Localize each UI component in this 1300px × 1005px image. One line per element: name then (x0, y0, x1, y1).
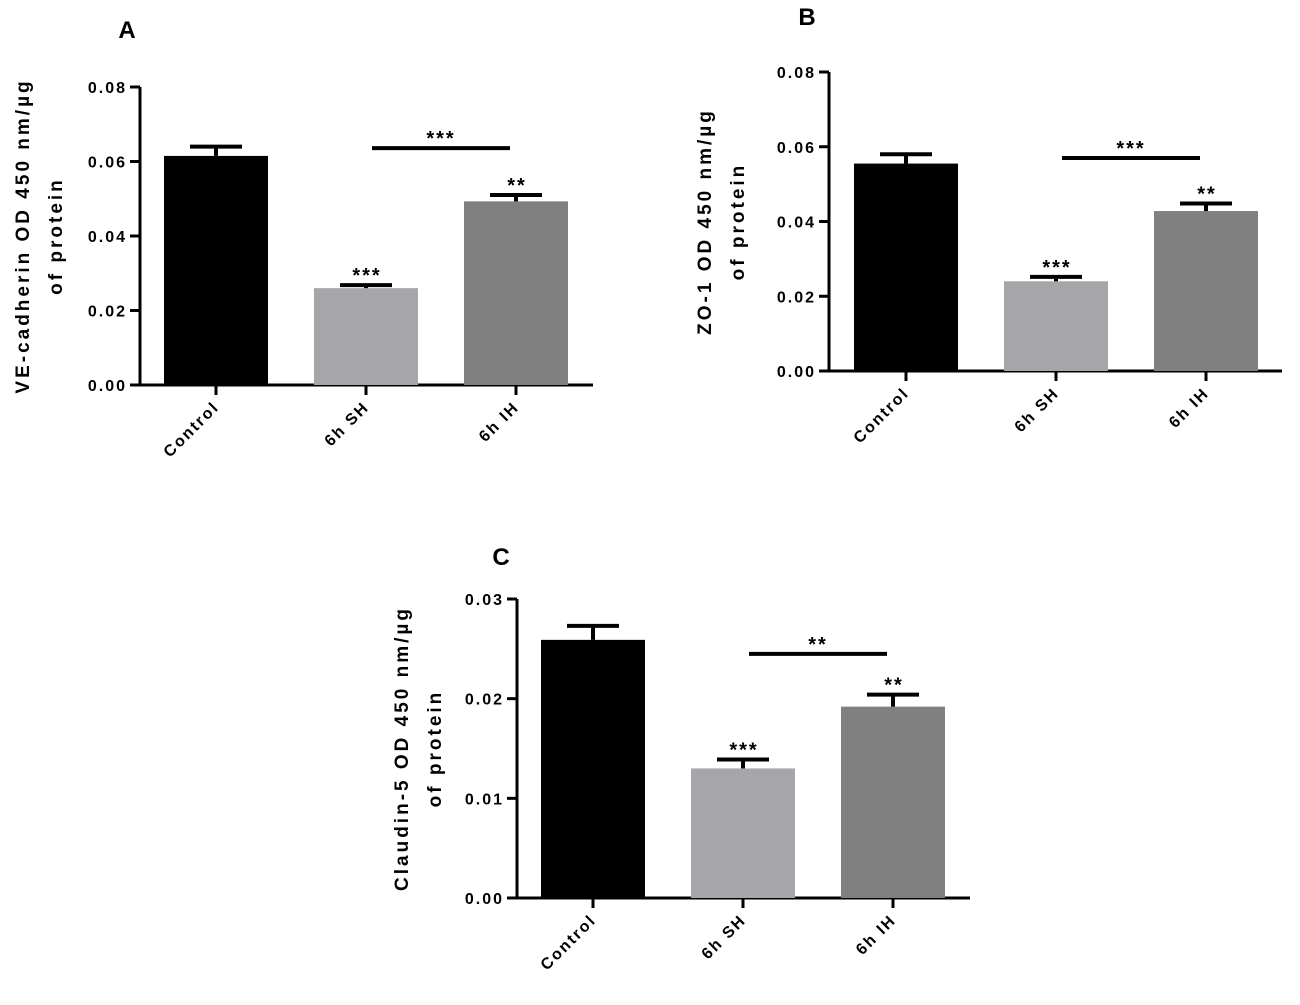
bar (541, 639, 645, 898)
bar (1154, 211, 1258, 371)
x-category-label: 6h IH (1166, 385, 1213, 432)
y-axis-label-line: of protein (425, 690, 446, 808)
y-tick-label: 0.04 (88, 229, 127, 246)
y-tick-label: 0.00 (777, 364, 816, 381)
bar (854, 163, 958, 371)
significance-label: *** (1042, 257, 1071, 279)
y-tick-label: 0.03 (465, 592, 504, 609)
significance-label: *** (729, 739, 758, 761)
significance-label: *** (352, 265, 381, 287)
x-category-label: 6h IH (853, 912, 900, 959)
y-axis-label-line: of protein (728, 163, 749, 281)
y-tick-label: 0.08 (777, 65, 816, 82)
y-tick-label: 0.02 (88, 304, 127, 321)
x-category-label: Control (851, 385, 913, 447)
comparison-label: ** (808, 634, 828, 656)
x-category-label: 6h SH (322, 399, 373, 450)
y-axis-label-line: ZO-1 OD 450 nm/µg (695, 108, 716, 335)
bar (314, 288, 418, 385)
y-tick-label: 0.00 (88, 378, 127, 395)
y-tick-label: 0.02 (465, 692, 504, 709)
significance-label: ** (1197, 184, 1217, 206)
significance-label: ** (507, 175, 527, 197)
panel-letter: C (492, 544, 509, 571)
chart-panel-a: A 0.00 0.02 0.04 0.06 0.08 VE-cadherin OD 450 … (13, 17, 593, 461)
bar (464, 201, 568, 385)
y-tick-label: 0.08 (88, 80, 127, 97)
comparison-label: *** (426, 128, 455, 150)
x-category-label: Control (538, 912, 600, 974)
bar (691, 768, 795, 898)
y-axis-label-line: Claudin-5 OD 450 nm/µg (392, 606, 413, 891)
bar (1004, 281, 1108, 371)
chart-panel-b: B 0.00 0.02 0.04 0.06 0.08 ZO-1 OD 450 nm/µg of… (695, 4, 1282, 447)
chart-panel-c: C 0.00 0.01 0.02 0.03 Claudin-5 OD 450 nm/µg o… (392, 544, 970, 974)
x-category-label: 6h SH (1012, 385, 1063, 436)
comparison-label: *** (1116, 138, 1145, 160)
y-tick-label: 0.06 (777, 140, 816, 157)
y-tick-label: 0.06 (88, 155, 127, 172)
panel-letter: B (798, 4, 815, 31)
significance-label: ** (884, 675, 904, 697)
x-category-label: 6h IH (476, 399, 523, 446)
panel-letter: A (118, 17, 135, 44)
y-tick-label: 0.01 (465, 791, 504, 808)
x-category-label: Control (161, 399, 223, 461)
bar (164, 155, 268, 385)
bar (841, 706, 945, 898)
y-axis-label-line: VE-cadherin OD 450 nm/µg (13, 78, 34, 393)
x-category-label: 6h SH (699, 912, 750, 963)
y-tick-label: 0.04 (777, 215, 816, 232)
y-tick-label: 0.02 (777, 289, 816, 306)
y-tick-label: 0.00 (465, 891, 504, 908)
y-axis-label-line: of protein (46, 177, 67, 295)
